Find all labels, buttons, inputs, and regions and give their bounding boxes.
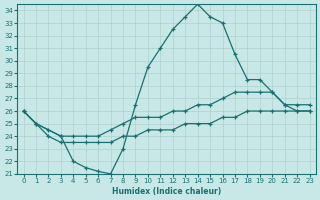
X-axis label: Humidex (Indice chaleur): Humidex (Indice chaleur) <box>112 187 221 196</box>
